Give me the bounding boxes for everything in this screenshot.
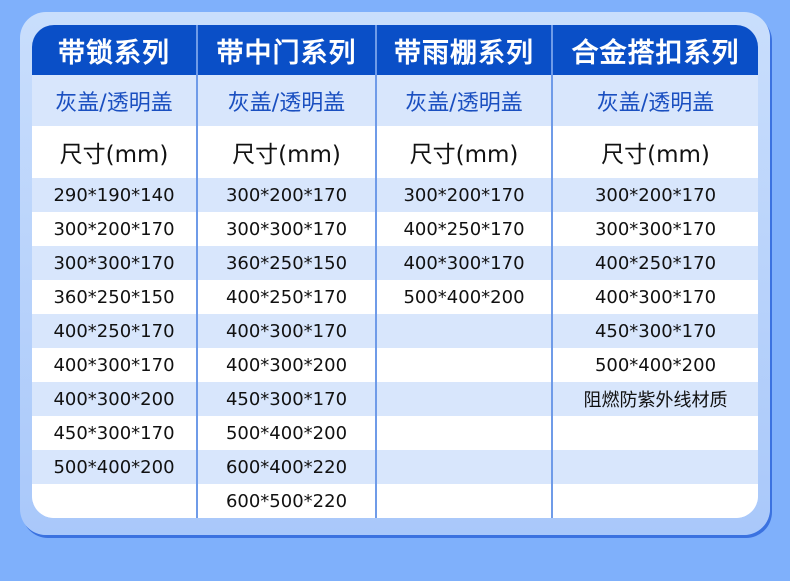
series-title: 带中门系列 [198,25,375,75]
size-cell: 360*250*150 [198,246,375,280]
size-cell [377,484,551,518]
size-cell: 300*300*170 [553,212,758,246]
size-cell [553,416,758,450]
column-1: 带锁系列 灰盖/透明盖 尺寸(mm) 290*190*140 300*200*170 30… [32,25,196,518]
size-cell: 400*250*170 [198,280,375,314]
size-cell: 300*200*170 [198,178,375,212]
size-cell: 400*300*200 [198,348,375,382]
size-cell: 400*250*170 [377,212,551,246]
size-list: 300*200*170 300*300*170 400*250*170 400*300… [553,178,758,518]
size-cell: 400*300*170 [32,348,196,382]
size-cell: 300*300*170 [32,246,196,280]
column-2: 带中门系列 灰盖/透明盖 尺寸(mm) 300*200*170 300*300*170 3… [196,25,375,518]
column-3: 带雨棚系列 灰盖/透明盖 尺寸(mm) 300*200*170 400*250*170 4… [375,25,551,518]
size-cell: 300*300*170 [198,212,375,246]
series-title: 带锁系列 [32,25,196,75]
size-cell: 450*300*170 [198,382,375,416]
size-cell: 500*400*200 [198,416,375,450]
size-cell [377,348,551,382]
product-size-table: 带锁系列 灰盖/透明盖 尺寸(mm) 290*190*140 300*200*170 30… [32,25,758,518]
size-cell: 450*300*170 [553,314,758,348]
size-cell [553,484,758,518]
size-cell: 360*250*150 [32,280,196,314]
size-cell: 450*300*170 [32,416,196,450]
size-cell: 400*300*170 [198,314,375,348]
size-cell: 290*190*140 [32,178,196,212]
size-cell: 阻燃防紫外线材质 [553,382,758,416]
size-cell [32,484,196,518]
size-cell: 400*300*170 [553,280,758,314]
size-cell: 400*250*170 [553,246,758,280]
size-cell: 500*400*200 [553,348,758,382]
size-cell: 300*200*170 [32,212,196,246]
size-label: 尺寸(mm) [553,126,758,178]
size-cell: 300*200*170 [377,178,551,212]
cover-type: 灰盖/透明盖 [198,75,375,126]
column-4: 合金搭扣系列 灰盖/透明盖 尺寸(mm) 300*200*170 300*300*170… [551,25,758,518]
size-label: 尺寸(mm) [32,126,196,178]
size-list: 300*200*170 300*300*170 360*250*150 400*250… [198,178,375,518]
size-cell [377,450,551,484]
size-cell [377,382,551,416]
cover-type: 灰盖/透明盖 [377,75,551,126]
size-cell: 400*250*170 [32,314,196,348]
size-cell: 500*400*200 [32,450,196,484]
size-cell: 600*400*220 [198,450,375,484]
size-cell: 400*300*200 [32,382,196,416]
series-title: 合金搭扣系列 [553,25,758,75]
size-cell: 300*200*170 [553,178,758,212]
size-cell [377,416,551,450]
size-list: 300*200*170 400*250*170 400*300*170 500*400… [377,178,551,518]
series-title: 带雨棚系列 [377,25,551,75]
size-cell: 500*400*200 [377,280,551,314]
cover-type: 灰盖/透明盖 [32,75,196,126]
size-list: 290*190*140 300*200*170 300*300*170 360*250… [32,178,196,518]
size-cell [553,450,758,484]
size-cell [377,314,551,348]
size-label: 尺寸(mm) [198,126,375,178]
size-cell: 400*300*170 [377,246,551,280]
cover-type: 灰盖/透明盖 [553,75,758,126]
size-cell: 600*500*220 [198,484,375,518]
size-label: 尺寸(mm) [377,126,551,178]
